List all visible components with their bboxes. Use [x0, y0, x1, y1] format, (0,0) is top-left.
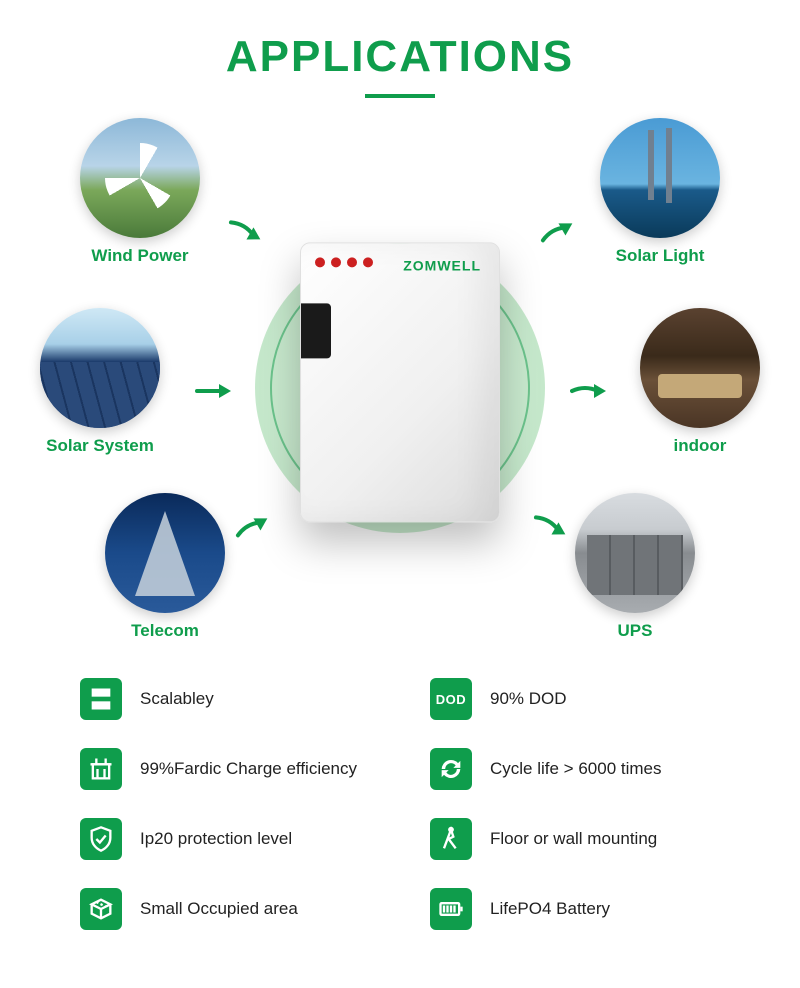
app-image-wind	[80, 118, 200, 238]
arrow-3	[535, 210, 586, 258]
app-node-solar: Solar System	[30, 308, 170, 456]
area-icon	[80, 888, 122, 930]
feature-text: 99%Fardic Charge efficiency	[140, 759, 357, 779]
product-connectors	[315, 257, 373, 267]
app-label: Wind Power	[70, 246, 210, 266]
app-label: Telecom	[95, 621, 235, 641]
feature-mount: Floor or wall mounting	[430, 818, 740, 860]
feature-text: 90% DOD	[490, 689, 567, 709]
title-underline	[365, 94, 435, 98]
arrow-0	[220, 210, 271, 258]
feature-battery: LifePO4 Battery	[430, 888, 740, 930]
dod-icon: DOD	[430, 678, 472, 720]
efficiency-icon	[80, 748, 122, 790]
app-node-wind: Wind Power	[70, 118, 210, 266]
feature-dod: DOD 90% DOD	[430, 678, 740, 720]
feature-text: Cycle life > 6000 times	[490, 759, 662, 779]
feature-text: Floor or wall mounting	[490, 829, 657, 849]
feature-efficiency: 99%Fardic Charge efficiency	[80, 748, 390, 790]
scalable-icon	[80, 678, 122, 720]
app-image-solar	[40, 308, 160, 428]
feature-area: Small Occupied area	[80, 888, 390, 930]
app-image-light	[600, 118, 720, 238]
app-image-ups	[575, 493, 695, 613]
app-node-indoor: indoor	[630, 308, 770, 456]
shield-icon	[80, 818, 122, 860]
product-image: ZOMWELL	[300, 242, 500, 522]
feature-text: Ip20 protection level	[140, 829, 292, 849]
app-label: UPS	[565, 621, 705, 641]
mount-icon	[430, 818, 472, 860]
features-grid: Scalabley DOD 90% DOD 99%Fardic Charge e…	[0, 668, 800, 930]
applications-diagram: ZOMWELL Wind Power Solar System Telecom …	[0, 108, 800, 668]
arrow-1	[195, 378, 235, 410]
arrow-2	[230, 505, 281, 553]
product-brand: ZOMWELL	[403, 257, 481, 273]
app-label: indoor	[630, 436, 770, 456]
app-label: Solar System	[30, 436, 170, 456]
battery-icon	[430, 888, 472, 930]
app-image-telecom	[105, 493, 225, 613]
app-image-indoor	[640, 308, 760, 428]
feature-text: Scalabley	[140, 689, 214, 709]
page-title: APPLICATIONS	[0, 0, 800, 82]
app-node-telecom: Telecom	[95, 493, 235, 641]
app-label: Solar Light	[590, 246, 730, 266]
app-node-light: Solar Light	[590, 118, 730, 266]
feature-text: LifePO4 Battery	[490, 899, 610, 919]
app-node-ups: UPS	[565, 493, 705, 641]
feature-cycle: Cycle life > 6000 times	[430, 748, 740, 790]
feature-shield: Ip20 protection level	[80, 818, 390, 860]
product-slot	[301, 303, 331, 358]
feature-scalable: Scalabley	[80, 678, 390, 720]
cycle-icon	[430, 748, 472, 790]
arrow-4	[570, 378, 610, 410]
feature-text: Small Occupied area	[140, 899, 298, 919]
